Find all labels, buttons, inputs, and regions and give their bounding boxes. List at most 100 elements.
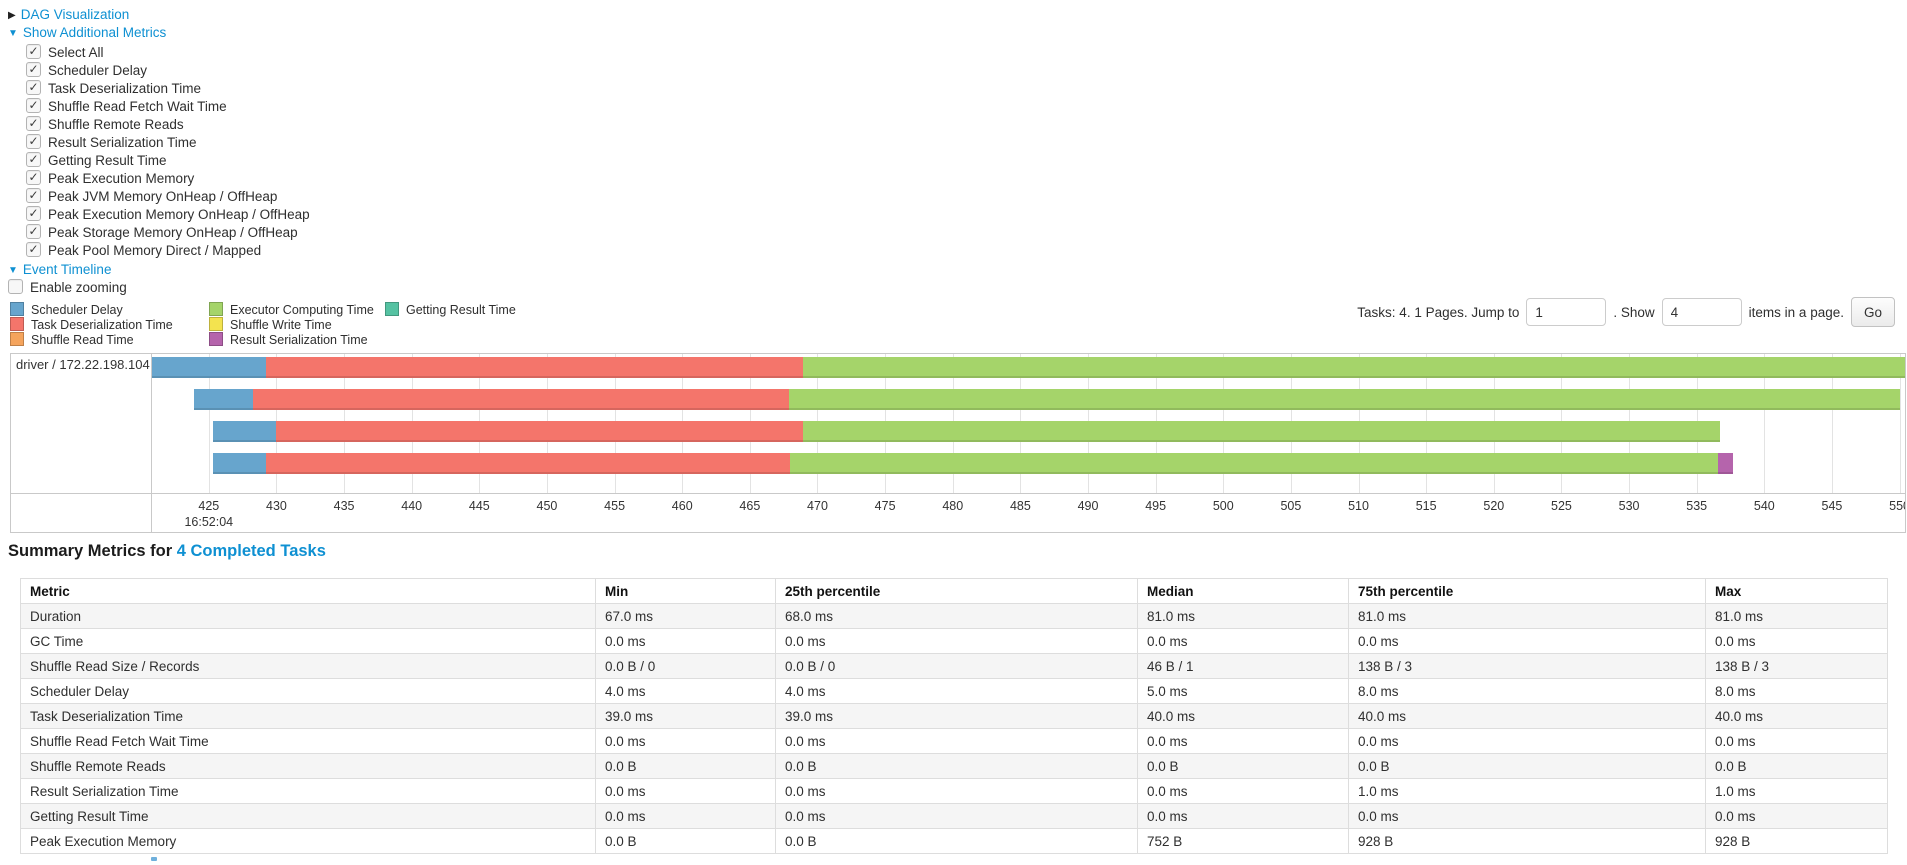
executor_computing-swatch-icon (209, 302, 223, 316)
metric-checkbox[interactable] (26, 42, 41, 60)
event-timeline-label[interactable]: Event Timeline (22, 262, 112, 277)
metric-value-cell: 4.0 ms (775, 678, 1138, 704)
axis-divider (11, 493, 1905, 494)
legend-item-shuffle_read: Shuffle Read Time (10, 332, 195, 347)
metric-checkbox[interactable] (26, 186, 41, 204)
metric-value-cell: 0.0 ms (775, 628, 1138, 654)
scheduler_delay-swatch-icon (10, 302, 24, 316)
axis-tick-label: 525 (1550, 499, 1572, 513)
metric-checkbox[interactable] (26, 150, 41, 168)
axis-tick-label: 440 (401, 499, 423, 513)
items-per-page-input[interactable] (1661, 298, 1742, 326)
show-additional-metrics-link[interactable]: ▼ Show Additional Metrics (8, 24, 166, 42)
metric-checkbox-row: Peak JVM Memory OnHeap / OffHeap (26, 186, 310, 206)
metric-value-cell: 752 B (1137, 828, 1349, 854)
dag-visualization-link[interactable]: ▶ DAG Visualization (8, 6, 166, 24)
timeline-bar-segment-executor_computing (802, 421, 1720, 442)
timeline-bar-segment-scheduler_delay (152, 357, 266, 378)
metric-value-cell: 0.0 ms (775, 803, 1138, 829)
show-additional-metrics-label[interactable]: Show Additional Metrics (22, 25, 167, 40)
metric-name-cell: Shuffle Read Size / Records (20, 653, 596, 679)
metric-value-cell: 81.0 ms (1137, 603, 1349, 629)
metric-checkbox[interactable] (26, 132, 41, 150)
task_deserialization-swatch-icon (10, 317, 24, 331)
result_serialization-swatch-icon (209, 332, 223, 346)
column-header: Max (1705, 578, 1888, 604)
legend-item-executor_computing: Executor Computing Time (209, 302, 374, 317)
metric-checkbox[interactable] (26, 60, 41, 78)
metric-name-cell: Shuffle Read Fetch Wait Time (20, 728, 596, 754)
metric-value-cell: 0.0 B (775, 828, 1138, 854)
table-header: Metric Min 25th percentile Median 75th perce… (20, 578, 1888, 604)
legend-label: Getting Result Time (406, 303, 516, 317)
metric-value-cell: 0.0 ms (775, 728, 1138, 754)
axis-tick-label: 450 (536, 499, 558, 513)
show-text: . Show (1613, 304, 1655, 320)
gridline (1831, 354, 1833, 493)
metric-value-cell: 0.0 ms (1705, 628, 1888, 654)
enable-zooming-row: Enable zooming (8, 279, 127, 297)
legend-item-getting_result: Getting Result Time (385, 302, 516, 317)
metric-checkbox-label: Peak Pool Memory Direct / Mapped (48, 243, 262, 258)
shuffle_write-swatch-icon (209, 317, 223, 331)
axis-tick-label: 520 (1483, 499, 1505, 513)
axis-tick-label: 530 (1618, 499, 1640, 513)
metric-checkbox[interactable] (26, 240, 41, 258)
gridline (1764, 354, 1766, 493)
event-timeline-link[interactable]: ▼ Event Timeline (8, 261, 111, 279)
metric-value-cell: 0.0 B (595, 828, 776, 854)
table-row: Peak Execution Memory 0.0 B 0.0 B 752 B 928 … (20, 828, 1888, 854)
metric-checkbox-label: Peak Storage Memory OnHeap / OffHeap (48, 225, 298, 240)
table-row: Shuffle Remote Reads 0.0 B 0.0 B 0.0 B 0.0 B… (20, 753, 1888, 779)
metric-value-cell: 8.0 ms (1348, 678, 1706, 704)
metric-checkbox-label: Getting Result Time (48, 153, 167, 168)
caret-down-icon: ▼ (8, 265, 18, 276)
axis-tick-label: 535 (1686, 499, 1708, 513)
metric-name-cell: Duration (20, 603, 596, 629)
metric-value-cell: 1.0 ms (1705, 778, 1888, 804)
legend-label: Task Deserialization Time (31, 318, 173, 332)
metric-checkbox-row: Getting Result Time (26, 150, 310, 170)
metric-name-cell: GC Time (20, 628, 596, 654)
metric-checkbox[interactable] (26, 204, 41, 222)
table-body: Duration 67.0 ms 68.0 ms 81.0 ms 81.0 ms 81.0… (20, 603, 1888, 854)
metric-value-cell: 4.0 ms (595, 678, 776, 704)
metric-checkbox[interactable] (26, 222, 41, 240)
column-header: 75th percentile (1348, 578, 1706, 604)
metric-checkbox-label: Shuffle Remote Reads (48, 117, 184, 132)
enable-zooming-checkbox[interactable] (8, 279, 23, 294)
timeline-axis: 425 430 435 440 445 450 455 460 465 470 475 480 485 4… (152, 494, 1905, 531)
completed-tasks-link[interactable]: 4 Completed Tasks (176, 542, 326, 560)
table-row: Duration 67.0 ms 68.0 ms 81.0 ms 81.0 ms 81.0… (20, 603, 1888, 629)
metric-checkbox[interactable] (26, 114, 41, 132)
axis-tick-label: 460 (671, 499, 693, 513)
axis-tick-label: 505 (1280, 499, 1302, 513)
executor-label-column: driver / 172.22.198.104 (11, 354, 152, 532)
legend-column: Getting Result Time (385, 302, 516, 347)
metric-checkbox[interactable] (26, 168, 41, 186)
metric-name-cell: Shuffle Remote Reads (20, 753, 596, 779)
metric-value-cell: 928 B (1348, 828, 1706, 854)
metric-checkbox[interactable] (26, 96, 41, 114)
metric-value-cell: 0.0 ms (775, 778, 1138, 804)
timeline-bar-segment-task_deserialization (265, 357, 803, 378)
metric-value-cell: 0.0 B / 0 (595, 653, 776, 679)
metric-value-cell: 0.0 ms (595, 728, 776, 754)
go-button[interactable]: Go (1850, 297, 1895, 327)
gridline (208, 354, 210, 493)
dag-visualization-label[interactable]: DAG Visualization (20, 7, 130, 22)
jump-to-page-input[interactable] (1526, 298, 1607, 326)
timeline-bar-segment-scheduler_delay (212, 453, 266, 474)
metric-checkbox[interactable] (26, 78, 41, 96)
metric-checkbox-row: Peak Execution Memory (26, 168, 310, 188)
metric-name-cell: Peak Execution Memory (20, 828, 596, 854)
metric-value-cell: 0.0 ms (1348, 728, 1706, 754)
metric-checkbox-label: Select All (48, 45, 104, 60)
metric-value-cell: 5.0 ms (1137, 678, 1349, 704)
tasks-count-text: Tasks: 4. 1 Pages. Jump to (1357, 304, 1520, 320)
axis-tick-label: 425 (198, 499, 220, 513)
metric-value-cell: 0.0 B (1705, 753, 1888, 779)
metric-value-cell: 40.0 ms (1137, 703, 1349, 729)
collapsible-links: ▶ DAG Visualization ▼ Show Additional Metr… (8, 6, 166, 42)
axis-tick-label: 470 (807, 499, 828, 513)
